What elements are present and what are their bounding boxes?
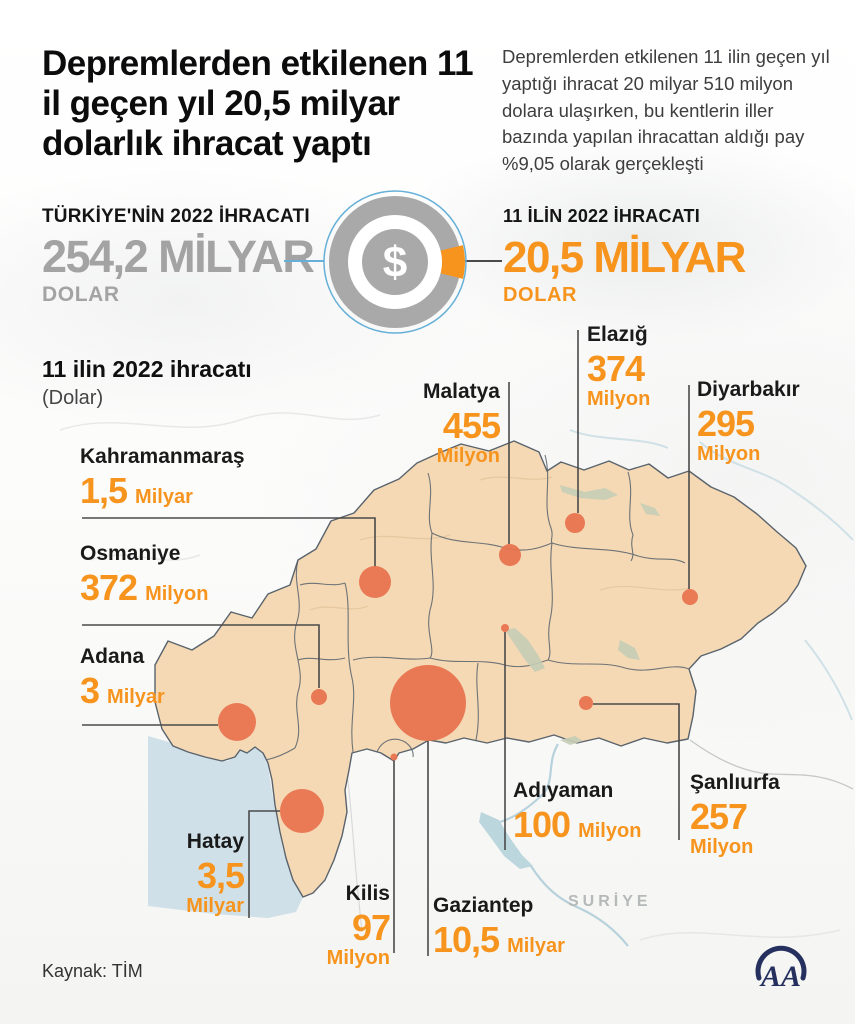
sea-mediterranean: [148, 736, 303, 918]
bubble-hatay: [280, 789, 324, 833]
province-label-gaziantep: Gaziantep 10,5 Milyar: [433, 893, 565, 959]
bubble-adiyaman: [501, 624, 509, 632]
map-legend-unit: (Dolar): [42, 387, 104, 409]
province-label-hatay: Hatay 3,5 Milyar: [186, 829, 245, 918]
province-unit: Milyar: [507, 935, 565, 957]
province-label-adana: Adana 3 Milyar: [80, 644, 165, 710]
provinces-export-value: 20,5 MİLYAR: [503, 233, 746, 282]
background-terrain: [59, 412, 841, 941]
province-label-malatya: Malatya 455 Milyon: [422, 379, 501, 468]
province-label-elazig: Elazığ 374 Milyon: [587, 322, 650, 411]
bubble-kilis: [390, 753, 398, 761]
turkey-connector-line: [284, 260, 324, 262]
source-credit: Kaynak: TİM: [42, 961, 143, 981]
bubble-elazig: [565, 513, 585, 533]
province-label-kahramanmaras: Kahramanmaraş 1,5 Milyar: [80, 444, 245, 510]
bubble-kahramanmaras: [359, 566, 391, 598]
provinces-export-block: 11 İLİN 2022 İHRACATI 20,5 MİLYAR DOLAR: [503, 206, 746, 306]
province-unit: Milyon: [145, 583, 209, 605]
province-name: Diyarbakır: [697, 378, 800, 401]
province-unit: Milyon: [578, 820, 642, 842]
aa-logo-letters: AA: [759, 960, 801, 993]
bubble-osmaniye: [311, 689, 327, 705]
donut-center-disc: [362, 229, 428, 295]
province-label-adiyaman: Adıyaman 100 Milyon: [513, 778, 641, 844]
province-amount: 100: [513, 804, 571, 845]
province-amount: 97: [351, 907, 391, 948]
turkey-export-unit: DOLAR: [42, 283, 120, 306]
province-unit: Milyon: [326, 946, 390, 969]
donut-orange-slice: [440, 245, 465, 279]
province-label-diyarbakir: Diyarbakır 295 Milyon: [697, 377, 800, 466]
neighbor-country-label: SURİYE: [568, 893, 652, 910]
bubble-diyarbakir: [682, 589, 698, 605]
river-euphrates: [499, 743, 629, 947]
page-subtitle: Depremlerden etkilenen 11 ilin geçen yıl…: [502, 46, 830, 175]
province-unit: Milyon: [690, 835, 754, 858]
turkey-export-block: TÜRKİYE'NİN 2022 İHRACATI 254,2 MİLYAR D…: [42, 206, 315, 306]
donut-outer-ring: [323, 190, 467, 334]
export-bubbles: [218, 513, 698, 833]
province-unit: Milyon: [436, 444, 500, 467]
province-name: Malatya: [422, 380, 500, 403]
bubble-adana: [218, 703, 256, 741]
page-title: Depremlerden etkilenen 11 il geçen yıl 2…: [42, 44, 474, 163]
bubble-gaziantep: [390, 665, 466, 741]
province-label-kilis: Kilis 97 Milyon: [326, 881, 391, 970]
province-unit: Milyar: [186, 894, 244, 917]
province-name: Adıyaman: [513, 779, 614, 802]
province-label-osmaniye: Osmaniye 372 Milyon: [80, 541, 208, 607]
province-amount: 295: [697, 403, 755, 444]
province-name: Gaziantep: [433, 894, 534, 917]
province-label-sanliurfa: Şanlıurfa 257 Milyon: [690, 770, 780, 859]
bubble-sanliurfa: [579, 696, 593, 710]
province-name: Elazığ: [587, 323, 648, 346]
provinces-export-label: 11 İLİN 2022 İHRACATI: [503, 206, 700, 226]
province-name: Şanlıurfa: [690, 771, 780, 794]
province-name: Kilis: [345, 882, 390, 905]
turkey-export-value: 254,2 MİLYAR: [42, 231, 315, 282]
province-unit: Milyar: [107, 686, 165, 708]
map-legend-title: 11 ilin 2022 ihracatı: [42, 356, 252, 382]
reservoirs: [505, 485, 660, 745]
aa-logo-arc: [755, 945, 807, 981]
province-name: Osmaniye: [80, 542, 181, 565]
background-rivers: [569, 429, 854, 721]
dollar-icon: $: [383, 238, 407, 287]
province-amount: 455: [442, 405, 501, 446]
province-amount: 1,5: [80, 470, 128, 511]
provinces-connector-line: [462, 260, 502, 262]
connector-lines: [82, 330, 690, 956]
province-amount: 3,5: [196, 855, 245, 896]
turkey-export-label: TÜRKİYE'NİN 2022 İHRACATI: [42, 206, 310, 227]
lake-assad: [479, 812, 533, 869]
aa-logo: AA: [755, 945, 807, 993]
map-region-outline: [154, 440, 807, 898]
province-name: Adana: [80, 645, 145, 668]
donut-chart: $: [323, 190, 467, 334]
province-unit: Milyon: [587, 387, 651, 410]
bubble-malatya: [499, 544, 521, 566]
province-name: Kahramanmaraş: [80, 445, 245, 468]
province-amount: 257: [690, 796, 748, 837]
province-unit: Milyar: [135, 486, 193, 508]
border-syria-south: [345, 765, 363, 933]
provinces-export-unit: DOLAR: [503, 284, 578, 306]
province-amount: 374: [587, 348, 645, 389]
border-syria-east: [689, 739, 854, 790]
province-unit: Milyon: [697, 442, 761, 465]
province-amount: 372: [80, 567, 138, 608]
province-name: Hatay: [186, 830, 244, 853]
province-amount: 3: [80, 670, 100, 711]
province-amount: 10,5: [433, 919, 500, 960]
